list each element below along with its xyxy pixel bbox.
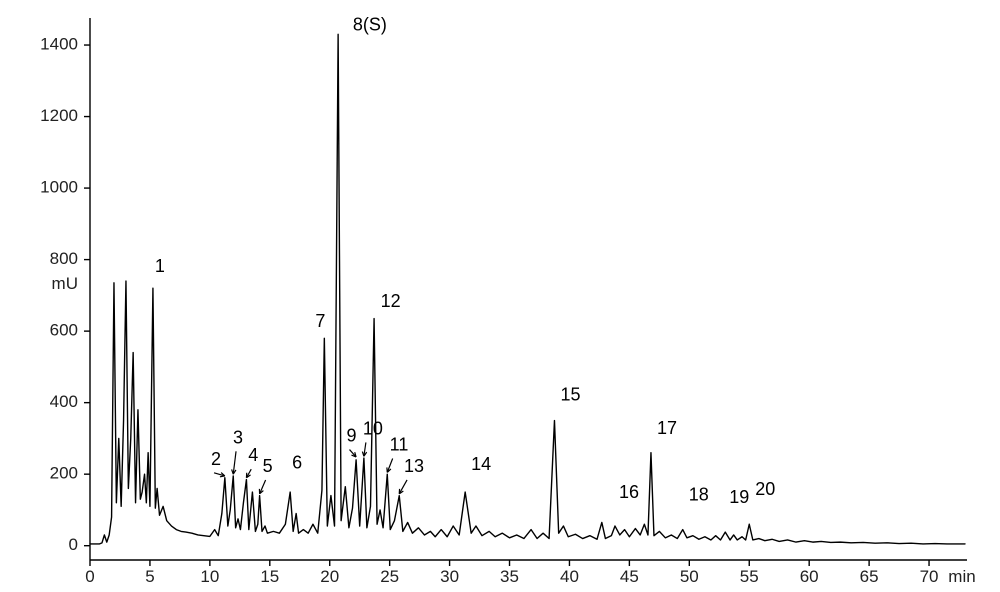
y-tick-label: 0 (69, 535, 78, 554)
x-tick-label: 30 (440, 567, 459, 586)
peak-label: 20 (755, 479, 775, 499)
y-tick-label: 400 (50, 392, 78, 411)
peak-label: 6 (292, 452, 302, 472)
x-tick-label: 20 (320, 567, 339, 586)
x-tick-label: 60 (800, 567, 819, 586)
peak-label: 5 (263, 456, 273, 476)
y-tick-label: 200 (50, 464, 78, 483)
y-axis-unit: mU (52, 274, 78, 293)
peak-label: 15 (560, 384, 580, 404)
peak-label: 8(S) (353, 14, 387, 34)
x-tick-label: 10 (200, 567, 219, 586)
peak-label: 18 (689, 485, 709, 505)
y-tick-label: 600 (50, 321, 78, 340)
peak-label: 17 (657, 418, 677, 438)
peak-label: 13 (404, 456, 424, 476)
peak-label: 19 (729, 487, 749, 507)
y-tick-label: 1200 (40, 106, 78, 125)
y-tick-label: 1000 (40, 178, 78, 197)
x-tick-label: 35 (500, 567, 519, 586)
x-tick-label: 15 (260, 567, 279, 586)
x-tick-label: 5 (145, 567, 154, 586)
peak-label: 10 (363, 418, 383, 438)
x-tick-label: 55 (740, 567, 759, 586)
x-tick-label: 25 (380, 567, 399, 586)
y-tick-label: 1400 (40, 35, 78, 54)
peak-label: 7 (315, 311, 325, 331)
x-tick-label: 70 (920, 567, 939, 586)
x-tick-label: 45 (620, 567, 639, 586)
chromatogram-chart: 0200400600800100012001400mU0510152025303… (0, 0, 1000, 592)
chart-svg: 0200400600800100012001400mU0510152025303… (0, 0, 1000, 592)
x-axis-unit: min (948, 567, 975, 586)
peak-label: 3 (233, 427, 243, 447)
peak-label: 4 (248, 445, 258, 465)
peak-label: 12 (381, 291, 401, 311)
peak-label: 14 (471, 454, 491, 474)
x-tick-label: 40 (560, 567, 579, 586)
peak-label: 2 (211, 449, 221, 469)
y-tick-label: 800 (50, 249, 78, 268)
x-tick-label: 50 (680, 567, 699, 586)
peak-label: 9 (347, 426, 357, 446)
peak-label: 16 (619, 482, 639, 502)
peak-label: 1 (155, 256, 165, 276)
x-tick-label: 0 (85, 567, 94, 586)
peak-label: 11 (390, 435, 409, 455)
x-tick-label: 65 (860, 567, 879, 586)
